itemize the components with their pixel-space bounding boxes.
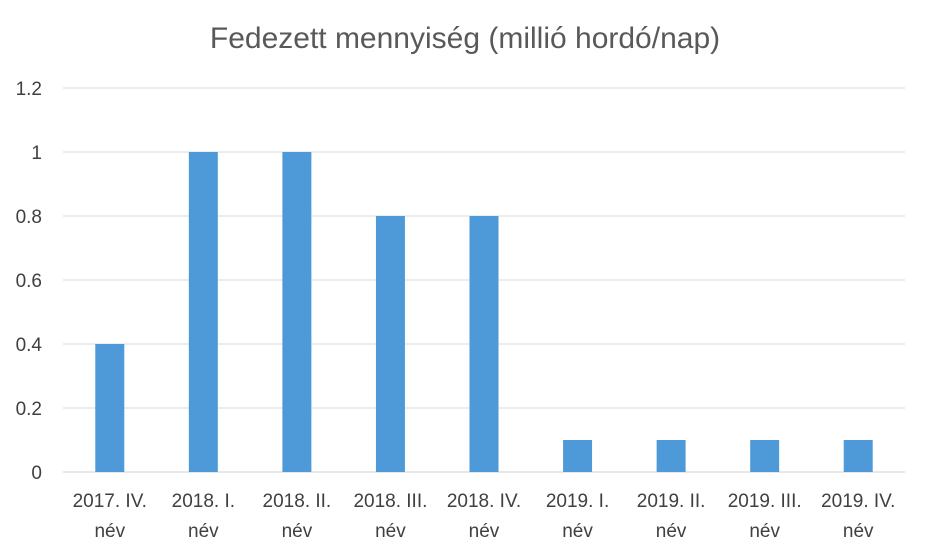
x-category-label: név <box>282 521 313 542</box>
x-category-label: 2018. IV. <box>447 491 521 512</box>
x-category-label: 2018. I. <box>172 491 235 512</box>
x-category-label: 2018. III. <box>353 491 427 512</box>
y-tick-label: 1.2 <box>16 79 42 100</box>
y-axis-tick-labels: 0 0.2 0.4 0.6 0.8 1 1.2 <box>16 79 43 484</box>
x-category-label: 2018. II. <box>263 491 332 512</box>
bar <box>469 216 499 472</box>
bar <box>656 440 686 472</box>
bar <box>563 440 593 472</box>
x-category-label: 2019. II. <box>637 491 706 512</box>
y-tick-label: 0.8 <box>16 207 42 228</box>
x-axis-category-labels: 2017. IV. név 2018. I. név 2018. II. név 2018.… <box>73 491 896 542</box>
y-tick-label: 0.4 <box>16 335 43 356</box>
x-category-label: név <box>375 521 406 542</box>
y-tick-label: 0.6 <box>16 271 42 292</box>
bar <box>750 440 780 472</box>
bar <box>188 152 218 472</box>
x-category-label: 2019. III. <box>728 491 802 512</box>
x-category-label: név <box>562 521 593 542</box>
bar <box>282 152 312 472</box>
x-category-label: 2017. IV. <box>73 491 147 512</box>
bar <box>375 216 405 472</box>
y-tick-label: 0.2 <box>16 399 42 420</box>
x-category-label: név <box>94 521 125 542</box>
bar <box>95 344 125 472</box>
x-category-label: 2019. IV. <box>821 491 895 512</box>
x-category-label: név <box>656 521 687 542</box>
x-category-label: név <box>749 521 780 542</box>
y-tick-label: 0 <box>31 463 42 484</box>
bar <box>843 440 873 472</box>
chart-title: Fedezett mennyiség (millió hordó/nap) <box>210 22 720 55</box>
x-category-label: név <box>843 521 874 542</box>
bars <box>95 152 873 472</box>
y-tick-label: 1 <box>31 143 42 164</box>
x-category-label: 2019. I. <box>546 491 609 512</box>
x-category-label: név <box>469 521 500 542</box>
x-category-label: név <box>188 521 219 542</box>
